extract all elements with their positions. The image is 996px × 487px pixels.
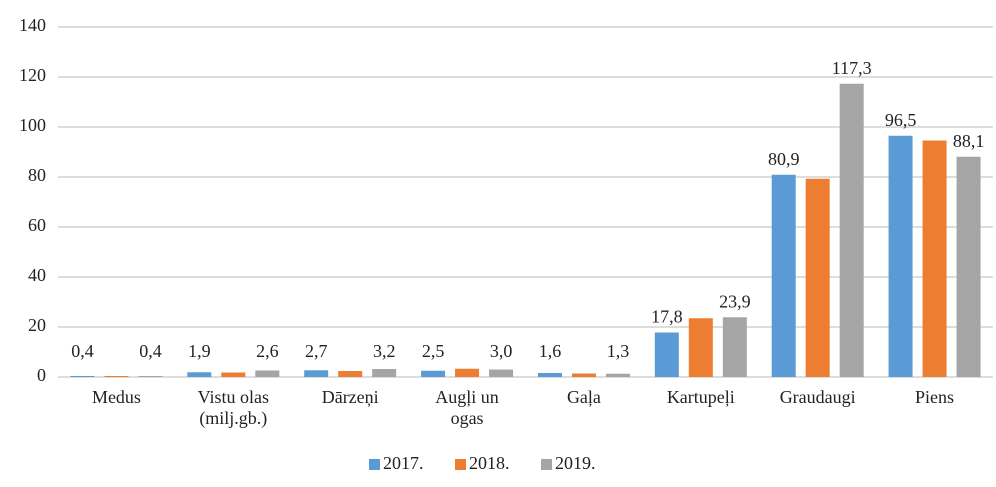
bar: [605, 373, 630, 377]
x-tick-label: Gaļa: [566, 387, 601, 407]
legend-swatch: [541, 459, 552, 470]
y-tick-label: 100: [19, 115, 46, 135]
bar: [654, 332, 679, 377]
data-label: 3,0: [490, 341, 513, 361]
bar: [688, 318, 713, 377]
y-tick-label: 60: [28, 215, 46, 235]
data-label: 2,6: [256, 341, 279, 361]
data-label: 2,7: [305, 341, 328, 361]
data-label: 1,3: [607, 341, 630, 361]
x-tick-label: Medus: [91, 387, 141, 407]
legend-label: 2018.: [469, 453, 510, 473]
x-tick-label: Kartupeļi: [666, 387, 735, 407]
data-label: 3,2: [373, 341, 396, 361]
data-label: 117,3: [832, 58, 872, 78]
legend-label: 2017.: [383, 453, 424, 473]
bar: [839, 83, 864, 377]
bar: [455, 368, 480, 377]
data-label: 17,8: [651, 307, 683, 327]
bar: [722, 317, 747, 377]
data-label: 0,4: [71, 341, 94, 361]
y-tick-label: 120: [19, 65, 46, 85]
bar: [304, 370, 329, 377]
data-label: 2,5: [422, 341, 445, 361]
bar: [805, 178, 830, 377]
x-tick-label: Augļi un ogas: [435, 387, 499, 428]
bar: [489, 369, 514, 377]
y-tick-label: 0: [37, 365, 46, 385]
legend-swatch: [455, 459, 466, 470]
bar: [888, 135, 913, 377]
y-tick-label: 20: [28, 315, 46, 335]
y-tick-label: 40: [28, 265, 46, 285]
data-label: 0,4: [139, 341, 162, 361]
bar: [922, 140, 947, 377]
data-label: 88,1: [953, 131, 985, 151]
bar: [70, 376, 95, 377]
data-label: 23,9: [719, 291, 751, 311]
data-label: 96,5: [885, 110, 917, 130]
bar: [537, 373, 562, 377]
bar: [187, 372, 212, 377]
legend-label: 2019.: [555, 453, 596, 473]
x-tick-label: Piens: [915, 387, 955, 407]
bar: [372, 369, 397, 377]
bar: [221, 372, 246, 377]
legend-swatch: [369, 459, 380, 470]
x-tick-label: Graudaugi: [779, 387, 856, 407]
data-label: 1,9: [188, 341, 211, 361]
bar: [421, 370, 446, 377]
data-label: 1,6: [539, 341, 562, 361]
bar: [104, 376, 129, 377]
x-tick-label: Dārzeņi: [321, 387, 379, 407]
bar: [571, 373, 596, 377]
data-label: 80,9: [768, 149, 800, 169]
bar: [255, 370, 280, 377]
bar: [138, 376, 163, 377]
bar: [956, 156, 981, 377]
bar: [771, 174, 796, 377]
bar: [338, 371, 363, 377]
y-tick-label: 140: [19, 15, 46, 35]
x-tick-label: Vistu olas (milj.gb.): [197, 387, 270, 428]
y-tick-label: 80: [28, 165, 46, 185]
